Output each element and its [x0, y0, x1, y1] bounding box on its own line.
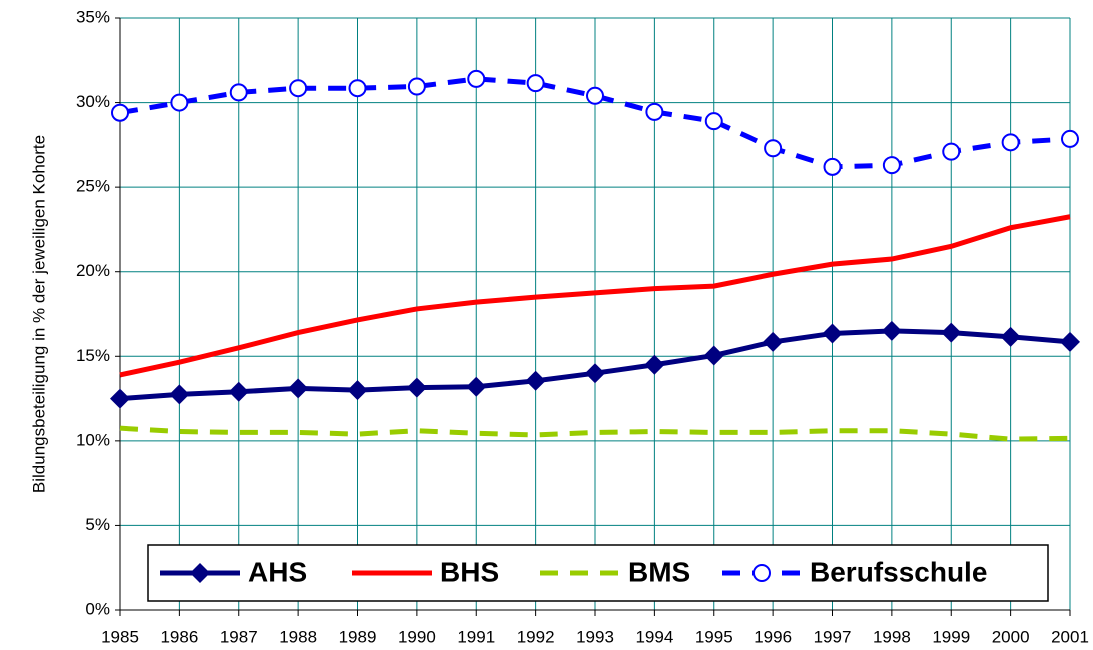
marker: [228, 381, 249, 402]
marker: [882, 156, 901, 175]
marker: [289, 79, 308, 98]
x-tick-label: 1997: [814, 627, 852, 646]
legend-label: BMS: [628, 556, 690, 587]
marker: [764, 139, 783, 158]
marker: [288, 378, 309, 399]
y-tick-label: 10%: [76, 430, 110, 449]
y-tick-label: 15%: [76, 346, 110, 365]
series-line: [119, 425, 1071, 442]
marker: [704, 112, 723, 131]
marker: [822, 323, 843, 344]
marker: [941, 322, 962, 343]
x-tick-label: 1990: [398, 627, 436, 646]
x-tick-label: 1989: [339, 627, 377, 646]
y-tick-label: 5%: [85, 515, 110, 534]
marker: [525, 370, 546, 391]
x-tick-label: 1995: [695, 627, 733, 646]
x-tick-label: 1992: [517, 627, 555, 646]
marker: [763, 331, 784, 352]
y-tick-label: 25%: [76, 177, 110, 196]
x-tick-label: 1987: [220, 627, 258, 646]
marker: [526, 74, 545, 93]
x-tick-label: 2000: [992, 627, 1030, 646]
y-tick-label: 30%: [76, 92, 110, 111]
x-tick-label: 1993: [576, 627, 614, 646]
marker: [644, 354, 665, 375]
x-tick-label: 1988: [279, 627, 317, 646]
x-tick-label: 1985: [101, 627, 139, 646]
x-tick-label: 1994: [635, 627, 673, 646]
legend-label: BHS: [440, 556, 499, 587]
y-tick-label: 20%: [76, 261, 110, 280]
marker: [1061, 129, 1079, 148]
marker: [703, 345, 724, 366]
y-axis-label: Bildungsbeteiligung in % der jeweiligen …: [29, 135, 48, 493]
marker: [467, 69, 486, 88]
marker: [1000, 326, 1021, 347]
x-tick-label: 1986: [160, 627, 198, 646]
marker: [110, 388, 130, 409]
y-tick-label: 35%: [76, 7, 110, 26]
marker: [586, 86, 604, 105]
marker: [1060, 331, 1080, 352]
x-tick-label: 1996: [754, 627, 792, 646]
marker: [169, 384, 190, 405]
legend: AHS BHS BMS Berufsschule: [147, 544, 1049, 602]
marker: [170, 93, 189, 112]
marker: [1001, 133, 1020, 152]
marker: [942, 142, 961, 161]
legend-label: AHS: [248, 556, 307, 587]
x-tick-label: 1999: [932, 627, 970, 646]
marker: [466, 376, 487, 397]
series-line: [119, 214, 1071, 378]
marker: [111, 103, 129, 122]
marker: [645, 102, 664, 121]
marker: [881, 320, 902, 341]
x-tick-label: 2001: [1051, 627, 1089, 646]
marker: [585, 363, 605, 384]
marker: [823, 157, 842, 176]
y-tick-label: 0%: [85, 599, 110, 618]
legend-box: [147, 544, 1049, 602]
x-tick-label: 1991: [457, 627, 495, 646]
marker: [407, 77, 426, 96]
marker: [406, 377, 427, 398]
marker: [753, 564, 771, 582]
x-tick-label: 1998: [873, 627, 911, 646]
marker: [229, 83, 248, 102]
series-line: [119, 76, 1071, 170]
marker: [348, 79, 367, 98]
legend-label: Berufsschule: [810, 556, 987, 587]
marker: [190, 563, 210, 583]
marker: [347, 380, 368, 401]
